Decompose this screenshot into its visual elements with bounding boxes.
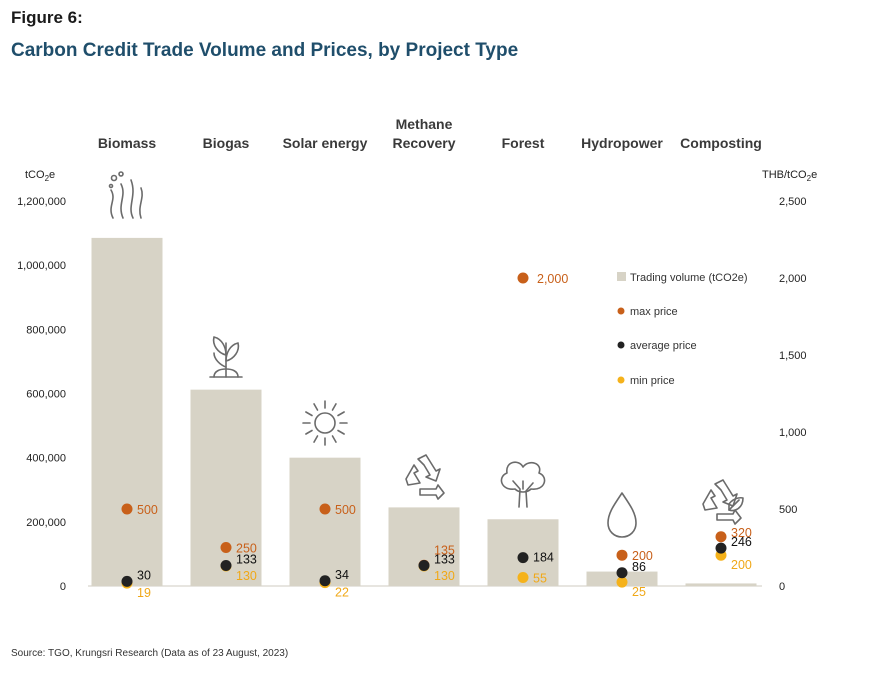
tree-icon — [500, 461, 546, 508]
volume-bar — [289, 457, 361, 586]
right-axis-tick-label: 2,000 — [779, 273, 807, 285]
min-price-label: 55 — [533, 572, 547, 586]
max-price-label: 500 — [335, 503, 356, 517]
legend-swatch-avg-price — [617, 341, 625, 349]
sun-icon — [302, 400, 348, 446]
min-price-label: 200 — [731, 558, 752, 572]
category-label: Solar energy — [283, 135, 368, 151]
max-price-dot — [220, 542, 232, 553]
min-price-label: 130 — [434, 569, 455, 583]
max-price-dot — [121, 503, 133, 515]
max-price-label: 250 — [236, 542, 257, 556]
category-label: Recovery — [392, 135, 455, 151]
min-price-label: 19 — [137, 586, 151, 600]
figure-label: Figure 6: — [11, 8, 83, 27]
category-label: Biogas — [203, 135, 250, 151]
chart-canvas: tCO2e THB/tCO2e 0 200,000 400,000 600,000 800,… — [17, 116, 817, 600]
max-price-label: 135 — [434, 544, 455, 558]
avg-price-dot — [517, 552, 529, 564]
legend-swatch-max-price — [617, 307, 625, 315]
legend-label-avg-price: average price — [630, 340, 697, 352]
min-price-label: 25 — [632, 585, 646, 599]
volume-bar — [388, 507, 460, 586]
avg-price-label: 246 — [731, 535, 752, 549]
avg-price-label: 86 — [632, 560, 646, 574]
avg-price-label: 133 — [236, 553, 257, 567]
legend-label-volume: Trading volume (tCO2e) — [630, 272, 748, 284]
left-axis-tick-label: 800,000 — [26, 324, 66, 336]
legend-label-min-price: min price — [630, 375, 675, 387]
volume-bar — [91, 237, 163, 587]
min-price-label: 130 — [236, 569, 257, 583]
left-axis-unit: tCO2e — [25, 169, 55, 183]
avg-price-dot — [319, 575, 331, 587]
right-axis-tick-label: 0 — [779, 581, 785, 593]
max-price-dot — [319, 503, 331, 515]
right-axis-tick-label: 1,000 — [779, 427, 807, 439]
avg-price-dot — [715, 542, 727, 554]
left-axis-tick-label: 0 — [60, 581, 66, 593]
left-axis-tick-label: 600,000 — [26, 389, 66, 401]
left-axis-tick-label: 1,000,000 — [17, 260, 66, 272]
max-price-label: 500 — [137, 503, 158, 517]
max-price-dot — [715, 531, 727, 543]
avg-price-label: 184 — [533, 551, 554, 565]
category-label: Methane — [396, 116, 453, 132]
avg-price-label: 30 — [137, 568, 151, 582]
volume-bar — [685, 583, 757, 586]
avg-price-dot — [220, 560, 232, 572]
sprout-icon — [209, 336, 243, 378]
left-axis-tick-label: 400,000 — [26, 453, 66, 465]
right-axis-tick-label: 2,500 — [779, 196, 807, 208]
category-label: Forest — [502, 135, 545, 151]
seaweed-icon — [108, 171, 143, 219]
left-axis-tick-label: 1,200,000 — [17, 196, 66, 208]
legend-label-max-price: max price — [630, 306, 678, 318]
max-price-label: 320 — [731, 526, 752, 540]
right-axis-unit: THB/tCO2e — [762, 169, 817, 183]
chart-title: Carbon Credit Trade Volume and Prices, b… — [11, 40, 519, 61]
avg-price-label: 133 — [434, 553, 455, 567]
right-axis-tick-label: 1,500 — [779, 350, 807, 362]
source-note: Source: TGO, Krungsri Research (Data as … — [11, 648, 289, 659]
avg-price-label: 34 — [335, 568, 349, 582]
legend-swatch-volume — [617, 272, 626, 281]
max-price-label: 2,000 — [537, 272, 568, 286]
recycle-icon — [405, 454, 445, 500]
avg-price-dot — [121, 575, 133, 587]
legend-swatch-min-price — [617, 376, 625, 384]
category-label: Hydropower — [581, 135, 663, 151]
max-price-dot — [616, 549, 628, 561]
max-price-dot — [517, 272, 529, 284]
left-axis-tick-label: 200,000 — [26, 517, 66, 529]
min-price-dot — [616, 576, 628, 588]
volume-bar — [190, 389, 262, 586]
avg-price-dot — [616, 567, 628, 579]
min-price-label: 22 — [335, 586, 349, 600]
category-label: Composting — [680, 135, 762, 151]
min-price-dot — [517, 572, 529, 584]
category-label: Biomass — [98, 135, 157, 151]
max-price-label: 200 — [632, 549, 653, 563]
avg-price-dot — [418, 560, 430, 572]
right-axis-tick-label: 500 — [779, 504, 797, 516]
recycle-leaf-icon — [702, 479, 744, 525]
water-drop-icon — [607, 492, 637, 538]
